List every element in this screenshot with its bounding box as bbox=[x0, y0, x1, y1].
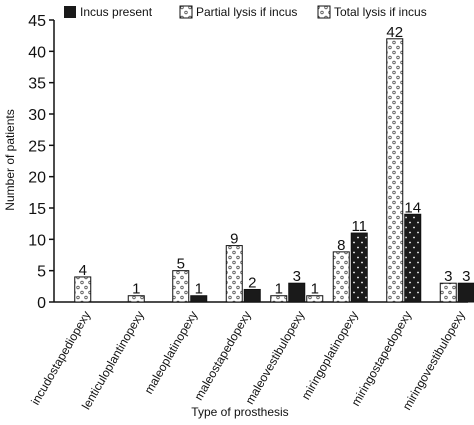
data-label: 1 bbox=[195, 281, 203, 298]
bar-lenticuloplantinopexy-partial bbox=[127, 295, 145, 303]
data-label: 8 bbox=[337, 237, 345, 254]
bar-maleovestibulopexy-partial bbox=[270, 295, 288, 303]
legend-label-partial: Partial lysis if incus bbox=[196, 5, 297, 19]
data-label: 14 bbox=[404, 199, 421, 216]
legend-item-total: Total lysis if incus bbox=[317, 5, 427, 19]
legend: Incus present Partial lysis if incus Tot… bbox=[64, 5, 427, 19]
category-label-incudostapediopexy: incudostapediopexy bbox=[28, 309, 93, 408]
bar-maleovestibulopexy-present bbox=[288, 282, 306, 303]
legend-swatch-present bbox=[64, 6, 76, 18]
data-label: 11 bbox=[351, 218, 367, 235]
data-label: 3 bbox=[293, 268, 301, 285]
bar-miringostapedopexy-total bbox=[404, 213, 422, 303]
data-label: 42 bbox=[386, 24, 403, 41]
category-label-maleovestibulopexy: maleovestibulopexy bbox=[243, 309, 308, 407]
y-tick-label: 10 bbox=[28, 232, 46, 249]
category-label-miringoplatinopexy: miringoplatinopexy bbox=[299, 309, 361, 403]
y-tick-label: 30 bbox=[28, 107, 46, 124]
y-tick-label: 35 bbox=[28, 76, 46, 93]
data-label: 5 bbox=[177, 256, 185, 273]
category-label-maleostapedopexy: maleostapedopexy bbox=[191, 309, 253, 403]
y-tick-label: 40 bbox=[28, 44, 46, 61]
data-label: 1 bbox=[275, 281, 283, 298]
category-label-miringovestibulopexy: miringovestibulopexy bbox=[400, 309, 468, 413]
y-tick-label: 0 bbox=[37, 295, 46, 312]
data-label: 4 bbox=[79, 262, 87, 279]
legend-item-partial: Partial lysis if incus bbox=[179, 5, 297, 19]
category-label-maleoplatinopexy: maleoplatinopexy bbox=[142, 309, 201, 397]
bar-maleovestibulopexy-partial bbox=[306, 295, 324, 303]
y-axis-title: Number of patients bbox=[3, 109, 17, 210]
legend-swatch-partial bbox=[179, 5, 193, 19]
bar-maleostapedopexy-present bbox=[243, 288, 261, 303]
y-tick-label: 15 bbox=[28, 201, 46, 218]
category-label-lenticuloplantinopexy: lenticuloplantinopexy bbox=[79, 309, 147, 412]
legend-swatch-total bbox=[317, 5, 331, 19]
y-tick-label: 25 bbox=[28, 138, 46, 155]
bar-maleoplatinopexy-present bbox=[190, 295, 208, 303]
y-tick-label: 20 bbox=[28, 170, 46, 187]
bar-maleoplatinopexy-partial bbox=[172, 270, 190, 303]
data-label: 3 bbox=[462, 268, 470, 285]
y-tick-label: 45 bbox=[28, 13, 46, 30]
legend-item-present: Incus present bbox=[64, 5, 153, 19]
legend-label-total: Total lysis if incus bbox=[334, 5, 427, 19]
y-axis-ticks: 0 5 10 15 20 25 30 35 40 45 bbox=[28, 13, 54, 312]
y-tick-label: 5 bbox=[37, 264, 46, 281]
legend-label-present: Incus present bbox=[80, 5, 153, 19]
data-label: 9 bbox=[230, 231, 238, 248]
bar-maleostapedopexy-partial bbox=[225, 245, 243, 303]
data-label: 1 bbox=[311, 281, 319, 298]
bar-miringoplatinopexy-total bbox=[350, 232, 368, 303]
bar-miringovestibulopexy-present bbox=[457, 282, 474, 303]
x-axis-title: Type of prosthesis bbox=[191, 405, 288, 419]
bar-miringoplatinopexy-partial bbox=[332, 251, 350, 303]
data-label: 3 bbox=[444, 268, 452, 285]
data-label: 2 bbox=[248, 274, 256, 291]
category-labels: incudostapediopexylenticuloplantinopexym… bbox=[28, 309, 468, 413]
category-label-miringostapedopexy: miringostapedopexy bbox=[349, 309, 415, 409]
bar-miringostapedopexy-partial bbox=[386, 38, 404, 303]
bar-miringovestibulopexy-partial bbox=[439, 282, 457, 303]
bar-incudostapediopexy-partial bbox=[74, 276, 92, 303]
data-label: 1 bbox=[132, 281, 140, 298]
